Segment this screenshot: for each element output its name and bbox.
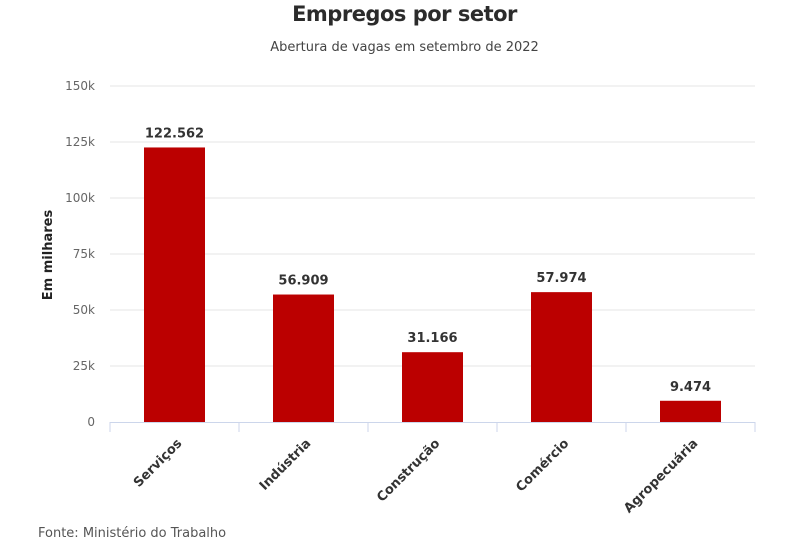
x-axis-labels: Serviços Indústria Construção Comércio Agrop… [131,436,701,516]
x-tick-label: Comércio [513,436,572,495]
y-tick-label: 25k [73,359,95,373]
chart-title: Empregos por setor [292,2,517,26]
bar[interactable] [531,292,592,422]
y-tick-label: 100k [65,191,95,205]
bars [144,147,721,422]
x-axis [109,422,756,432]
x-tick-label: Construção [374,436,443,505]
y-axis-title: Em milhares [41,210,56,301]
bar[interactable] [660,400,721,422]
data-label: 9.474 [670,380,711,395]
data-label: 122.562 [145,126,204,141]
y-tick-label: 150k [65,79,95,93]
x-tick-label: Agropecuária [621,436,701,516]
bar[interactable] [273,294,334,422]
bar[interactable] [144,147,205,422]
chart-subtitle: Abertura de vagas em setembro de 2022 [270,40,539,55]
source-note: Fonte: Ministério do Trabalho [38,526,227,541]
y-tick-label: 75k [73,247,95,261]
data-label: 57.974 [536,271,586,286]
gridlines [110,85,755,367]
y-axis-ticks: 0 25k 50k 75k 100k 125k 150k [65,79,95,429]
y-tick-label: 0 [87,415,95,429]
y-tick-label: 125k [65,135,95,149]
data-labels: 122.562 56.909 31.166 57.974 9.474 [145,126,711,394]
x-tick-label: Indústria [257,436,314,493]
x-tick-label: Serviços [131,436,186,491]
bar[interactable] [402,352,463,422]
data-label: 56.909 [278,274,328,289]
y-tick-label: 50k [73,303,95,317]
data-label: 31.166 [407,331,457,346]
